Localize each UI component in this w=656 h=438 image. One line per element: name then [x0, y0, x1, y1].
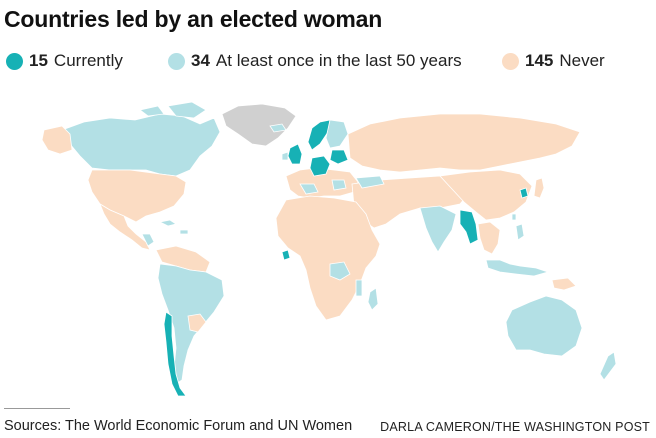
- region-chile: [163, 311, 187, 397]
- credit-line: DARLA CAMERON/THE WASHINGTON POST: [380, 420, 650, 434]
- legend-count-currently: 15: [29, 51, 48, 70]
- region-norway: [307, 119, 331, 151]
- region-taiwan-philippines: [511, 213, 525, 241]
- legend-item-at-least-once: 34 At least once in the last 50 years: [168, 51, 462, 71]
- legend-item-never: 145 Never: [502, 51, 605, 71]
- region-arctic-islands: [139, 101, 207, 119]
- legend-count-never: 145: [525, 51, 554, 70]
- region-turkey: [355, 175, 385, 189]
- legend-item-currently: 15 Currently: [6, 51, 123, 71]
- legend-label-never: Never: [559, 51, 605, 70]
- region-papua-new-guinea: [551, 277, 577, 291]
- legend-label-at-least-once: At least once in the last 50 years: [215, 51, 462, 70]
- region-southeast-asia: [477, 221, 501, 255]
- region-africa: [275, 195, 381, 321]
- region-ireland: [281, 151, 289, 161]
- legend-swatch-currently: [6, 52, 23, 70]
- region-indonesia: [485, 259, 550, 277]
- legend-swatch-at-least-once: [168, 52, 185, 70]
- region-china-east-asia: [439, 169, 533, 221]
- region-mexico-central-america: [99, 203, 151, 251]
- region-germany: [309, 155, 331, 177]
- region-paraguay-uruguay: [187, 313, 207, 333]
- region-new-zealand: [599, 351, 617, 381]
- region-south-asia: [419, 205, 457, 253]
- region-caribbean: [158, 219, 189, 235]
- footer-rule: [4, 408, 70, 409]
- region-united-states: [87, 169, 187, 223]
- region-australia: [505, 295, 583, 357]
- legend-count-at-least-once: 34: [191, 51, 210, 70]
- chart-title: Countries led by an elected woman: [4, 6, 383, 32]
- region-madagascar: [367, 287, 379, 311]
- legend-swatch-never: [502, 52, 519, 70]
- region-central-america-once: [141, 233, 155, 247]
- sources-note: Sources: The World Economic Forum and UN…: [4, 418, 353, 434]
- region-liberia: [281, 249, 291, 261]
- region-africa-once: [329, 261, 363, 297]
- region-iceland: [269, 123, 287, 133]
- legend-label-currently: Currently: [53, 51, 123, 70]
- region-alaska: [41, 125, 73, 155]
- region-sweden-finland: [325, 119, 349, 149]
- region-japan: [533, 177, 545, 199]
- region-russia: [347, 113, 581, 173]
- legend: 15 Currently 34 At least once in the las…: [0, 51, 656, 77]
- region-poland-baltics: [329, 149, 349, 165]
- region-myanmar-bangladesh: [459, 209, 479, 245]
- region-south-korea: [519, 187, 529, 199]
- region-united-kingdom: [287, 143, 303, 165]
- region-europe-once: [299, 179, 347, 195]
- world-map: [41, 101, 617, 397]
- region-greenland: [221, 103, 297, 147]
- region-canada: [61, 113, 221, 177]
